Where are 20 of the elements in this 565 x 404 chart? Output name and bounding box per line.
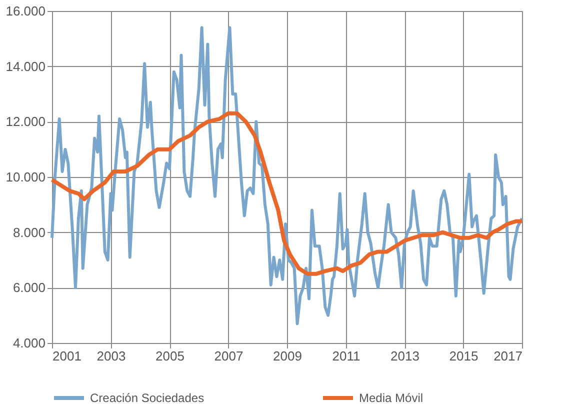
x-tick-label: 2015 bbox=[449, 348, 478, 364]
x-tick-label: 2009 bbox=[273, 348, 302, 364]
y-tick-label: 4.000 bbox=[12, 336, 46, 350]
x-tick-label: 2017 bbox=[494, 348, 522, 364]
y-tick-label: 14.000 bbox=[6, 58, 46, 74]
legend-label: Media Móvil bbox=[359, 391, 424, 404]
y-tick-label: 12.000 bbox=[6, 114, 46, 130]
x-tick-label: 2011 bbox=[332, 348, 360, 364]
x-tick-label: 2001 bbox=[52, 348, 82, 364]
x-tick-label: 2013 bbox=[390, 348, 420, 364]
y-tick-label: 6.000 bbox=[12, 280, 46, 296]
x-tick-label: 2005 bbox=[156, 348, 184, 364]
line-series bbox=[50, 111, 524, 276]
y-tick-label: 8.000 bbox=[12, 224, 46, 240]
x-tick-label: 2003 bbox=[96, 348, 126, 364]
y-tick-label: 16.000 bbox=[6, 4, 46, 18]
line-series bbox=[50, 26, 524, 326]
legend-label: Creación Sociedades bbox=[90, 391, 204, 404]
y-tick-label: 10.000 bbox=[6, 170, 46, 184]
x-tick-label: 2007 bbox=[214, 348, 244, 364]
